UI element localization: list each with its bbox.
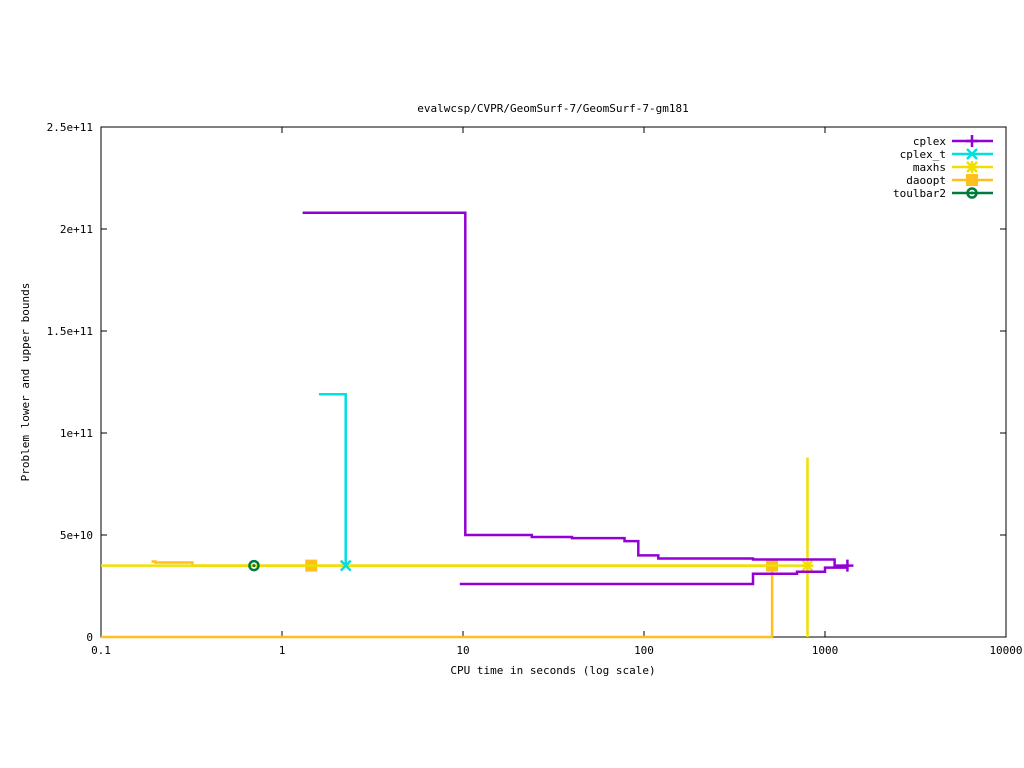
- legend-item-cplex-t: cplex_t: [900, 148, 993, 161]
- y-tick-label: 1.5e+11: [47, 325, 93, 338]
- cross-marker: [966, 148, 978, 160]
- y-axis-label: Problem lower and upper bounds: [19, 283, 32, 482]
- series-maxhs: [101, 457, 814, 637]
- cplex-upper-line: [302, 211, 849, 567]
- series-cplex-t: [318, 392, 352, 572]
- x-tick-label: 0.1: [91, 644, 111, 657]
- legend-label: maxhs: [913, 161, 946, 174]
- series-daoopt: [101, 559, 779, 639]
- circle-marker: [248, 559, 260, 572]
- legend-item-toulbar2: toulbar2: [893, 187, 993, 200]
- legend-label: cplex_t: [900, 148, 946, 161]
- legend-label: cplex: [913, 135, 946, 148]
- star-marker: [801, 559, 814, 572]
- star-marker: [966, 161, 978, 173]
- y-tick-label: 2.5e+11: [47, 121, 93, 134]
- x-tick-label: 1000: [812, 644, 839, 657]
- legend-label: daoopt: [906, 174, 946, 187]
- series-cplex: [302, 211, 854, 586]
- x-tick-label: 1: [279, 644, 286, 657]
- circle-marker-dot: [252, 564, 256, 568]
- y-tick-label: 1e+11: [60, 427, 93, 440]
- circle-marker-dot: [970, 191, 974, 195]
- legend-item-maxhs: maxhs: [913, 161, 993, 174]
- y-tick-label: 5e+10: [60, 529, 93, 542]
- series-toulbar2: [248, 559, 260, 572]
- x-tick-label: 10000: [989, 644, 1022, 657]
- plus-marker: [966, 135, 978, 147]
- cplex-t-upper-line: [318, 392, 347, 566]
- chart-title: evalwcsp/CVPR/GeomSurf-7/GeomSurf-7-gm18…: [417, 102, 689, 115]
- y-tick-label: 0: [86, 631, 93, 644]
- square-marker: [966, 174, 978, 186]
- x-axis-label: CPU time in seconds (log scale): [450, 664, 655, 677]
- daoopt-lower-line: [101, 565, 774, 639]
- x-tick-label: 100: [634, 644, 654, 657]
- plus-marker: [841, 559, 854, 572]
- plot-frame: [100, 126, 1007, 638]
- x-tick-label: 10: [456, 644, 469, 657]
- y-tick-label: 2e+11: [60, 223, 93, 236]
- cplex-lower-line: [459, 566, 849, 586]
- legend-item-cplex: cplex: [913, 135, 993, 148]
- legend-label: toulbar2: [893, 187, 946, 200]
- circle-marker: [966, 187, 978, 199]
- series-layer: [101, 211, 854, 639]
- legend-item-daoopt: daoopt: [906, 174, 993, 187]
- cross-marker: [339, 559, 352, 572]
- axis-ticks: 0.1 1 10 100 1000 10000 0 5e+10 1e+11 1.5e+11 2e+1…: [47, 121, 1023, 657]
